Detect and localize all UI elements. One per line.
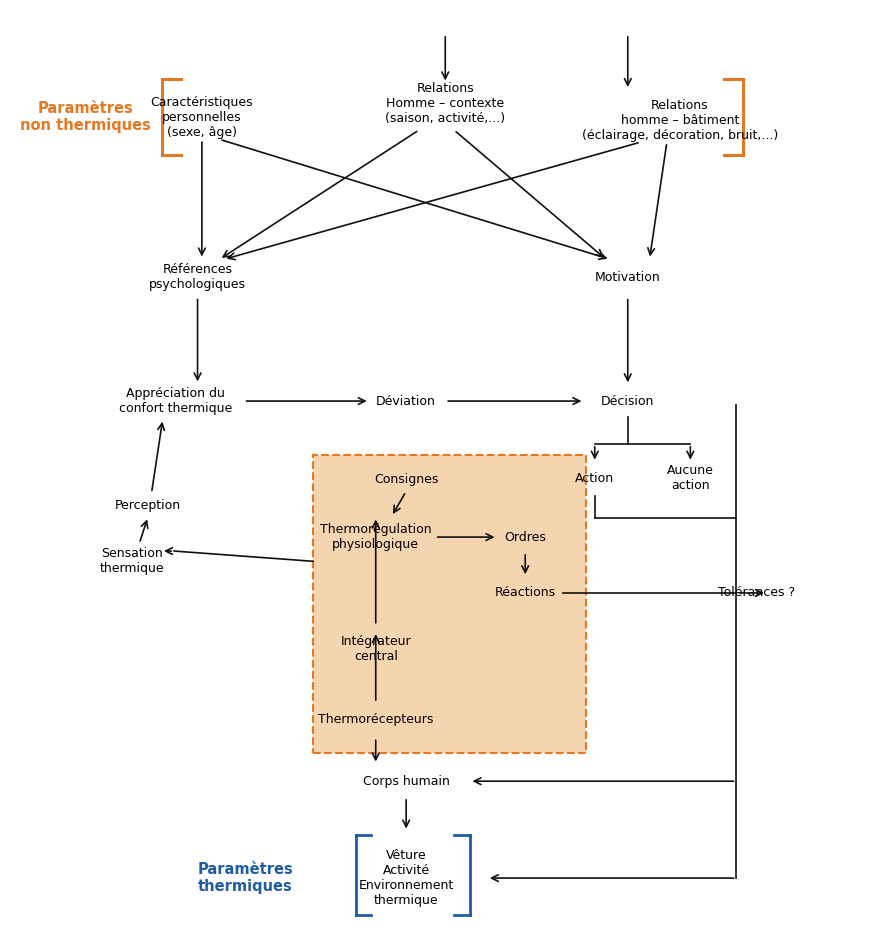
Text: Paramètres
thermiques: Paramètres thermiques (197, 862, 293, 894)
FancyBboxPatch shape (313, 455, 586, 753)
Text: Appréciation du
confort thermique: Appréciation du confort thermique (119, 387, 232, 415)
Text: Consignes: Consignes (374, 473, 438, 486)
Text: Intégrateur
central: Intégrateur central (340, 634, 411, 663)
Text: Thermorégulation
physiologique: Thermorégulation physiologique (320, 523, 431, 551)
Text: Relations
homme – bâtiment
(éclairage, décoration, bruit,...): Relations homme – bâtiment (éclairage, d… (582, 99, 778, 142)
Text: Décision: Décision (601, 395, 654, 408)
Text: Réactions: Réactions (495, 587, 556, 600)
Text: Références
psychologiques: Références psychologiques (149, 263, 246, 291)
Text: Aucune
action: Aucune action (667, 464, 713, 493)
Text: Paramètres
non thermiques: Paramètres non thermiques (20, 101, 151, 133)
Text: Action: Action (575, 472, 614, 485)
Text: Relations
Homme – contexte
(saison, activité,...): Relations Homme – contexte (saison, acti… (385, 83, 506, 125)
Text: Corps humain: Corps humain (362, 775, 450, 788)
Text: Perception: Perception (115, 499, 181, 512)
Text: Thermorécepteurs: Thermorécepteurs (318, 713, 433, 727)
Text: Motivation: Motivation (595, 271, 660, 284)
Text: Déviation: Déviation (377, 395, 436, 408)
Text: Tolérances ?: Tolérances ? (718, 587, 795, 600)
Text: Ordres: Ordres (504, 530, 546, 543)
Text: Vêture
Activité
Environnement
thermique: Vêture Activité Environnement thermique (359, 849, 453, 907)
Text: Caractéristiques
personnelles
(sexe, âge): Caractéristiques personnelles (sexe, âge… (150, 96, 253, 139)
Text: Sensation
thermique: Sensation thermique (100, 547, 164, 575)
